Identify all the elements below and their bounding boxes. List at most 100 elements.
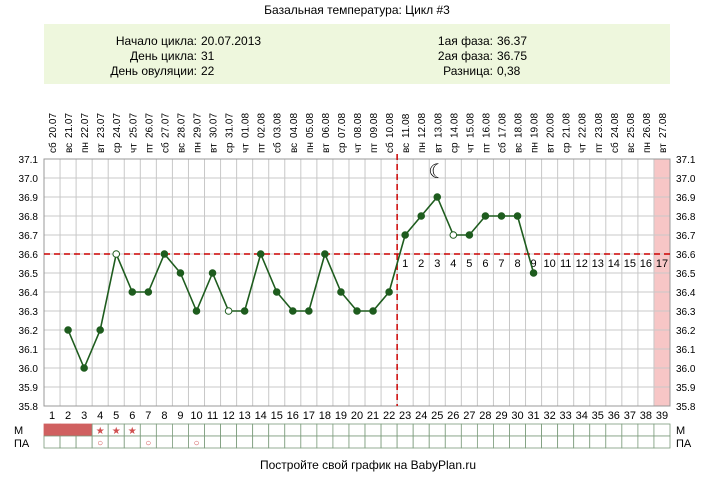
- date-label: 02.08: [257, 113, 268, 138]
- weekday-label: ср: [562, 142, 573, 153]
- date-label: 25.07: [128, 113, 139, 138]
- m-cell: [300, 423, 318, 437]
- y-tick-label-left: 36.4: [19, 288, 39, 299]
- day-number-label: 20: [351, 410, 363, 422]
- m-cell: [43, 423, 61, 437]
- date-label: 26.08: [642, 113, 653, 138]
- pa-cell: [493, 435, 510, 449]
- weekday-label: чт: [241, 143, 252, 153]
- weekday-label: сб: [159, 142, 171, 153]
- temperature-point: [208, 269, 217, 277]
- weekday-label: пт: [144, 143, 155, 153]
- pa-cell: [605, 435, 623, 449]
- day-number-label: 10: [190, 410, 202, 422]
- y-tick-label-left: 36.3: [19, 307, 39, 318]
- date-label: 16.08: [481, 113, 492, 138]
- luteal-day-label: 10: [543, 258, 555, 270]
- y-tick-label-right: 36.5: [676, 269, 696, 280]
- weekday-label: чт: [353, 143, 364, 153]
- m-row-label-left: М: [14, 425, 23, 437]
- date-label: 23.07: [96, 113, 107, 138]
- day-number-label: 6: [129, 410, 135, 422]
- weekday-label: пт: [257, 143, 268, 153]
- day-number-label: 8: [161, 410, 167, 422]
- pa-cell: [220, 435, 238, 449]
- date-label: 15.08: [465, 113, 476, 138]
- y-tick-label-right: 36.6: [676, 250, 696, 261]
- date-label: 22.07: [80, 113, 91, 138]
- y-tick-label-left: 35.9: [19, 383, 39, 394]
- highlight-column: [653, 159, 670, 406]
- day-number-label: 4: [97, 410, 103, 422]
- date-label: 27.08: [658, 113, 669, 138]
- weekday-label: пн: [192, 142, 203, 153]
- y-tick-label-left: 36.0: [19, 364, 39, 375]
- pa-cell: [509, 435, 526, 449]
- weekday-label: вт: [209, 143, 220, 153]
- date-label: 01.08: [241, 113, 252, 138]
- day-number-label: 27: [463, 410, 475, 422]
- date-label: 10.08: [385, 113, 396, 138]
- day-number-label: 11: [207, 410, 218, 422]
- m-cell: [139, 423, 157, 437]
- y-tick-label-left: 36.1: [19, 345, 39, 356]
- y-tick-label-left: 35.8: [19, 402, 39, 413]
- date-label: 18.08: [514, 113, 525, 138]
- temperature-point: [417, 212, 426, 220]
- date-label: 31.07: [225, 113, 236, 138]
- pa-cell: [396, 435, 414, 449]
- date-label: 11.08: [401, 113, 412, 138]
- m-cell: [59, 423, 77, 437]
- weekday-label: вт: [96, 143, 107, 153]
- m-cell: [525, 423, 542, 437]
- day-number-label: 25: [431, 410, 443, 422]
- temperature-point: [288, 307, 297, 315]
- m-cell: [268, 423, 286, 437]
- date-label: 24.07: [112, 113, 123, 138]
- m-cell: [460, 423, 478, 437]
- m-cell: [348, 423, 366, 437]
- m-cell: [412, 423, 430, 437]
- temperature-point: [385, 288, 393, 296]
- date-label: 03.08: [273, 113, 284, 138]
- weekday-label: ср: [337, 142, 348, 153]
- m-cell: [476, 423, 494, 437]
- date-label: 23.08: [594, 113, 605, 138]
- temperature-point: [369, 307, 377, 315]
- weekday-label: сб: [384, 142, 396, 153]
- weekday-label: ср: [112, 142, 123, 153]
- weekday-label: пн: [642, 142, 653, 153]
- weekday-label: сб: [496, 142, 508, 153]
- m-cell: [172, 423, 189, 437]
- ovulation-day-value: 22: [201, 64, 215, 78]
- day-number-label: 31: [527, 410, 539, 422]
- y-tick-label-right: 36.0: [676, 364, 696, 375]
- star-icon: ★: [112, 426, 121, 437]
- date-label: 28.07: [176, 113, 187, 138]
- temperature-point: [353, 307, 361, 315]
- weekday-label: вт: [321, 143, 332, 153]
- phase1-label: 1ая фаза:: [438, 34, 493, 48]
- difference-label: Разница:: [443, 64, 493, 78]
- date-label: 20.08: [546, 113, 557, 138]
- pa-cell: [155, 435, 173, 449]
- date-label: 07.08: [337, 113, 348, 138]
- weekday-label: ср: [449, 142, 460, 153]
- m-cell: [380, 423, 398, 437]
- temperature-point: [64, 326, 72, 334]
- day-number-label: 7: [145, 410, 151, 422]
- m-cell: [541, 423, 559, 437]
- weekday-label: чт: [465, 143, 476, 153]
- info-panel: [44, 24, 670, 84]
- temperature-point: [176, 269, 185, 277]
- m-cell: [509, 423, 526, 437]
- temperature-point: [529, 269, 538, 277]
- ovulation-day-label: День овуляции:: [110, 64, 197, 78]
- m-cell: [316, 423, 334, 437]
- date-label: 24.08: [610, 113, 621, 138]
- weekday-label: вс: [514, 143, 525, 153]
- pa-cell: [332, 435, 350, 449]
- pa-cell: [525, 435, 542, 449]
- weekday-label: вт: [433, 143, 444, 153]
